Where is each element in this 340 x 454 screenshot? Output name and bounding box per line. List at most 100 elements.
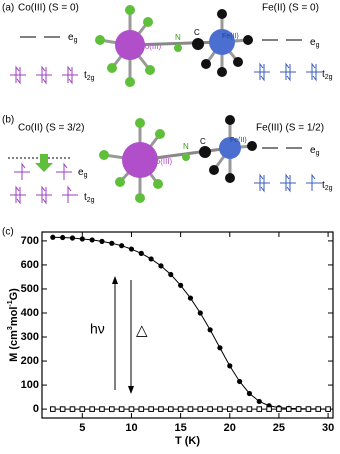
point [207,406,213,412]
point [167,406,174,412]
electron [21,162,26,180]
point [158,406,164,412]
orbital-label: t2g [84,192,95,204]
point [256,398,262,405]
atom-label: N [175,33,181,42]
electron [15,185,20,203]
orbital-sub: g [316,42,320,49]
point [217,345,223,351]
electron [259,173,264,191]
point [138,406,145,412]
orbital-main: t [84,70,87,81]
atom-label: Fe(II) [222,33,239,40]
y-tick-label: 500 [21,283,39,295]
point [236,406,243,412]
point [89,406,95,412]
state-label: Co(II) (S = 3/2) [18,123,84,134]
electron [259,62,264,80]
point [178,282,184,288]
point [118,406,125,412]
point [197,310,203,316]
point [148,406,154,412]
point [315,406,322,412]
point [207,327,213,333]
y-axis-label: M (cm3mol-1G) [7,288,20,362]
point [138,250,144,256]
x-tick-label: 15 [174,422,186,434]
point [60,234,66,241]
point [99,406,105,412]
orbital-sub: g [74,37,78,44]
y-tick-label: 700 [21,235,39,247]
plot-frame [41,231,334,419]
orbital-label: eg [310,145,320,157]
point [266,406,272,412]
point [89,237,95,243]
y-axis-label-part: -1 [7,300,14,306]
electron [260,175,265,193]
molecule-b [99,115,257,203]
molecule-a [95,5,253,87]
y-axis-label-part: mol [8,307,20,327]
electron [16,187,21,205]
electron [42,187,47,205]
transfer-arrow [35,154,53,172]
x-tick-label: 30 [322,422,334,434]
point [168,271,174,278]
electron [285,62,290,80]
orbital-sub: g [316,150,320,157]
x-tick-label: 25 [273,422,285,434]
point [50,234,56,240]
orbital-sub: 2g [87,197,95,204]
point [197,406,204,412]
atom-label: N [183,142,189,151]
orbital-label: eg [78,167,88,179]
point [59,406,66,412]
x-tick-label: 5 [79,422,85,434]
arrow-head [128,386,134,394]
panel-label: (b) [2,115,14,126]
orbital-sub: 2g [87,75,95,82]
point [285,406,292,412]
point [109,240,115,246]
electron [67,185,72,203]
point [295,406,302,412]
point [79,236,85,242]
electron [63,162,68,180]
point [148,256,154,262]
point [50,406,56,412]
orbital-sub: 2g [325,74,333,81]
orbital-label: t2g [84,70,95,82]
x-tick-label: 10 [125,422,137,434]
x-tick-label: 20 [224,422,236,434]
y-tick-label: 400 [21,307,39,319]
annotation: hν [90,321,105,337]
y-tick-label: 100 [21,379,39,391]
point [177,406,184,412]
point [217,406,223,412]
electron [41,185,46,203]
point [128,406,135,412]
point [119,243,125,249]
point [227,363,233,369]
orbital-main: e [78,167,84,178]
state-label: Fe(II) (S = 0) [262,3,319,14]
electron [311,62,316,80]
electron [260,64,265,82]
orbital-sub: 2g [325,185,333,192]
point [305,406,312,412]
atom-label: Co(III) [150,157,173,166]
point [187,295,194,301]
orbital-label: t2g [322,180,333,192]
y-tick-label: 600 [21,259,39,271]
point [79,406,86,412]
orbital-label: t2g [322,69,333,81]
electron [286,64,291,82]
arrow-head [112,276,118,284]
y-axis-label-part: M (cm [8,330,20,362]
point [99,238,105,244]
atom-label: C [194,28,200,37]
point [109,406,115,412]
electron [68,67,73,85]
